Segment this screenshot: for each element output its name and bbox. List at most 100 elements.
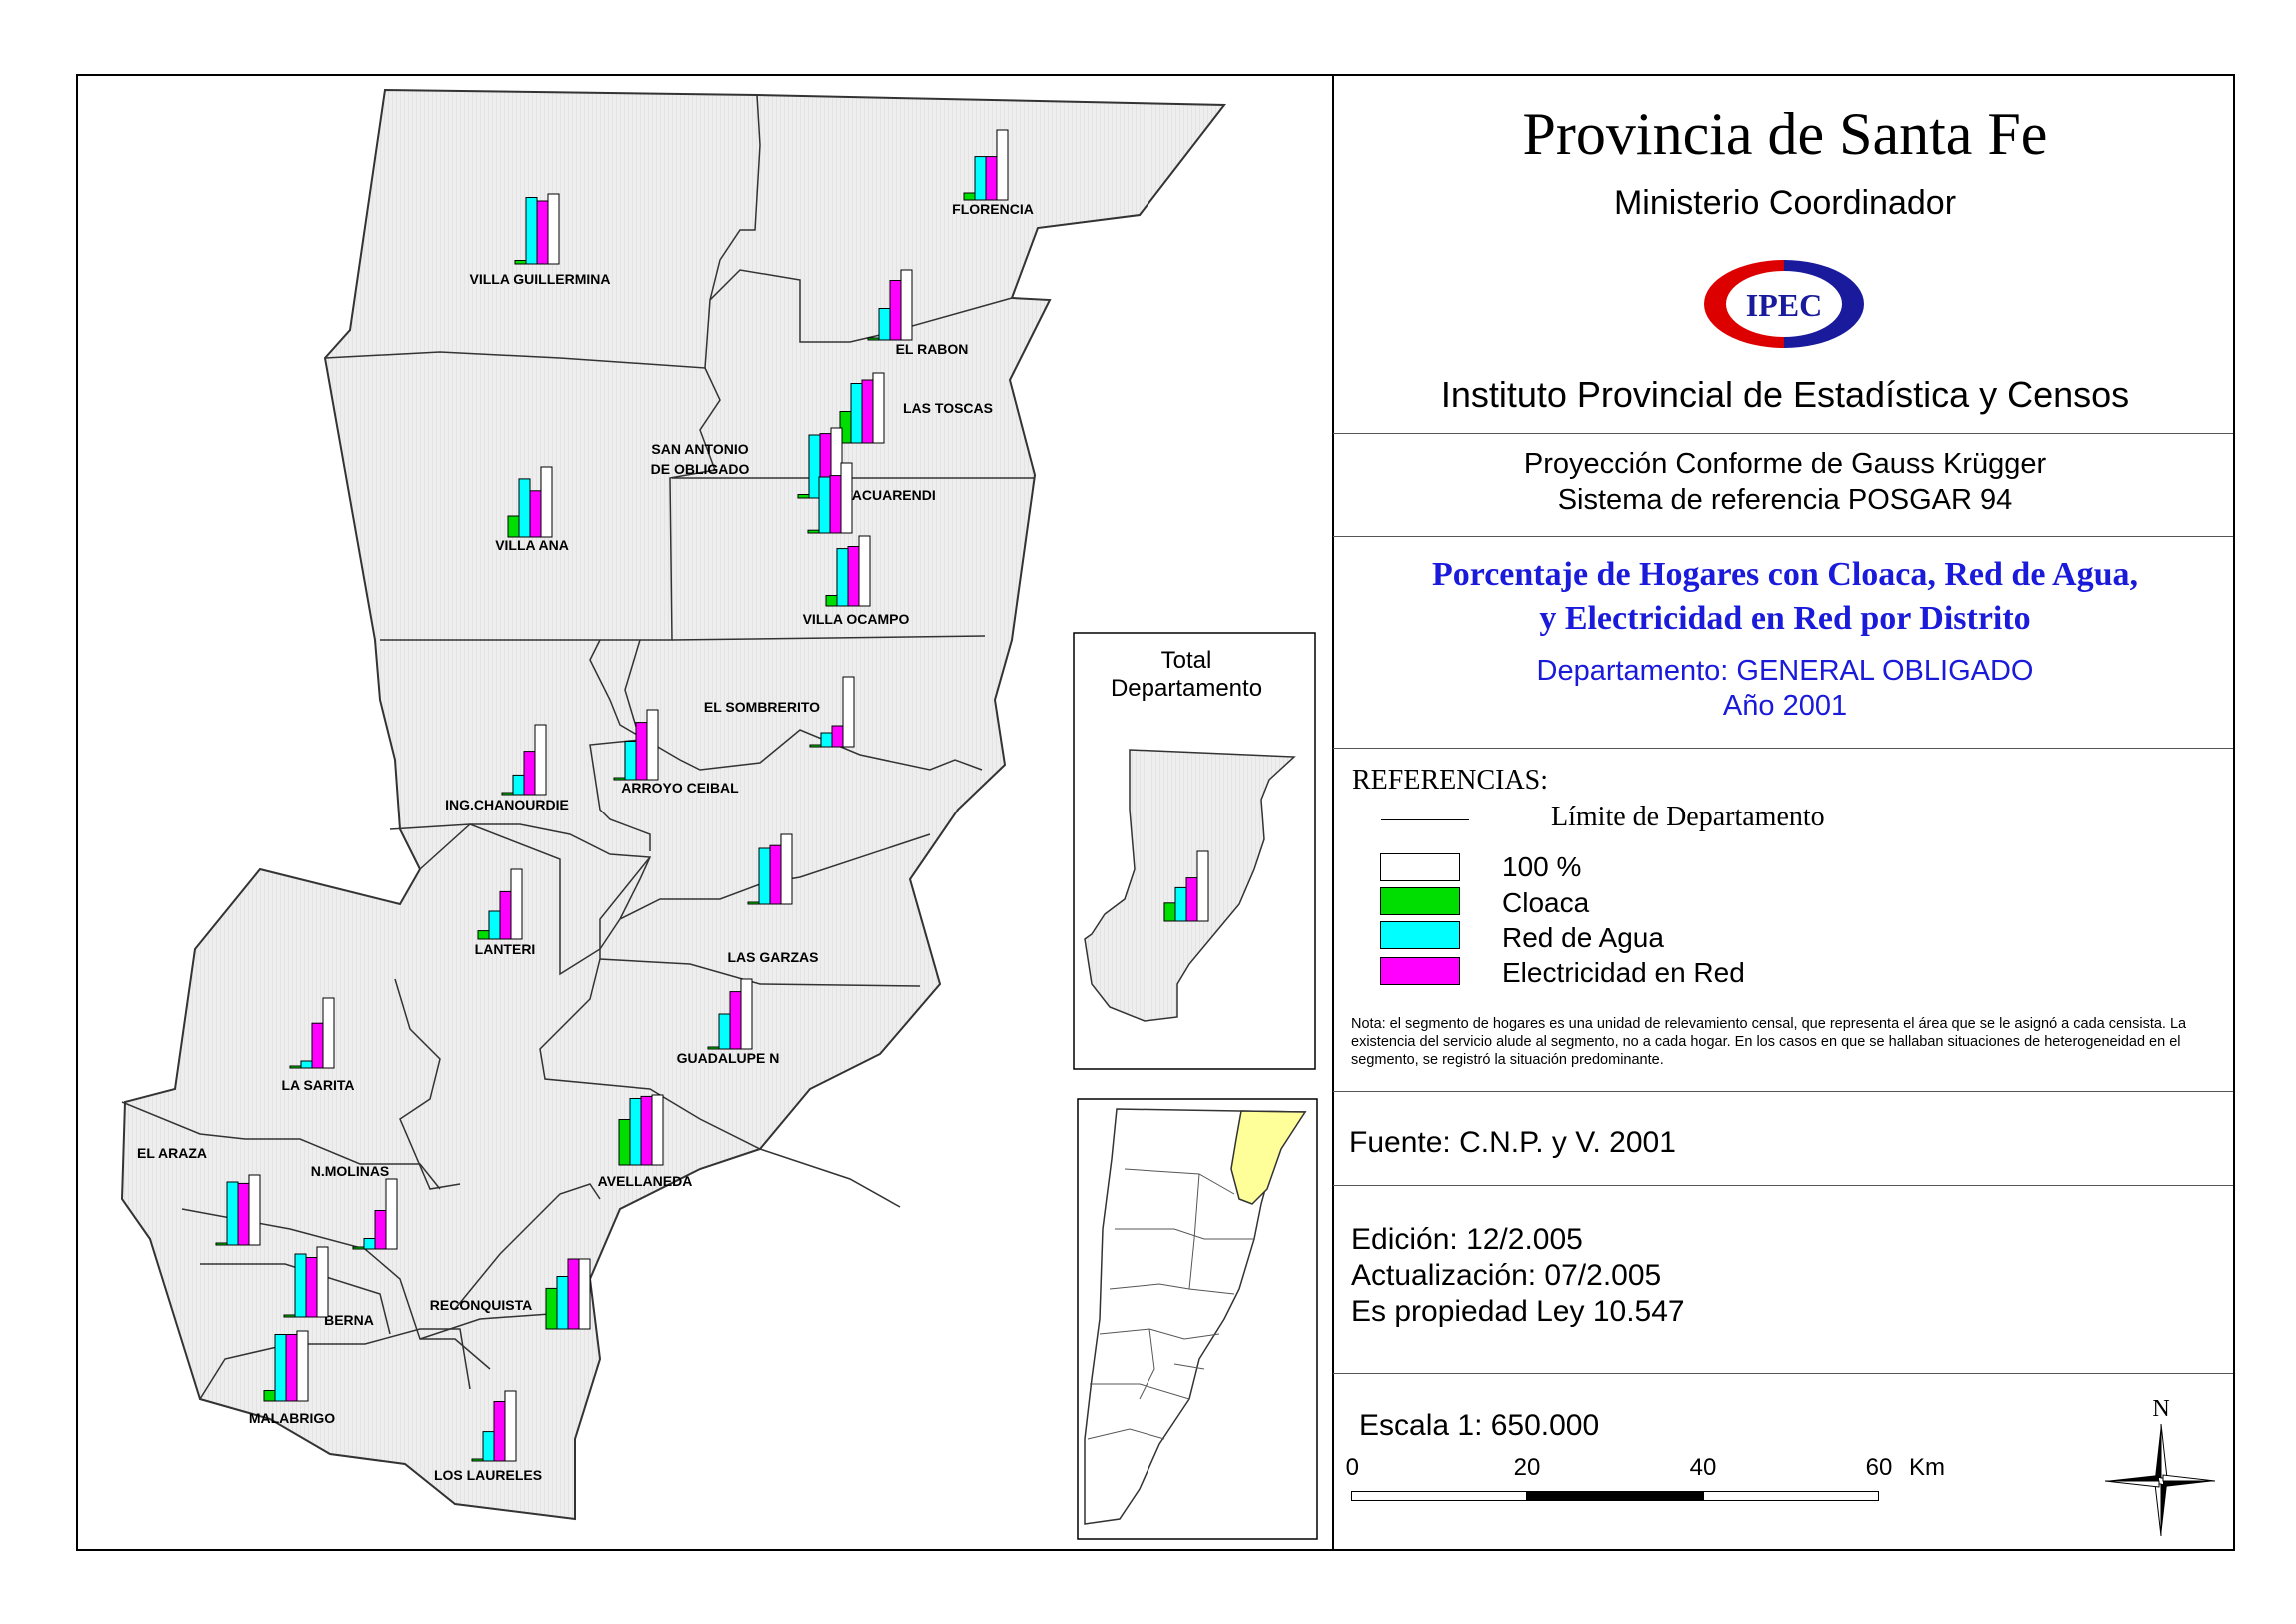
bar-electricidad (536, 200, 549, 265)
bar-total (540, 466, 553, 538)
bar-total (316, 1246, 329, 1318)
projection-line2: Sistema de referencia POSGAR 94 (1557, 484, 2013, 516)
bar-total (534, 724, 547, 796)
bar-total (578, 1258, 591, 1330)
bar-electricidad (237, 1182, 250, 1246)
scale-segment (1527, 1491, 1703, 1501)
total-bar-total (1196, 850, 1209, 922)
bar-cloaca (747, 901, 760, 905)
bar-electricidad (831, 725, 844, 748)
bar-cloaca (514, 260, 527, 265)
bar-total (504, 1390, 517, 1462)
district-label: RECONQUISTA (430, 1297, 532, 1313)
north-point-light (2160, 1423, 2168, 1479)
legend-swatch-agua (1380, 921, 1460, 949)
bar-total (547, 193, 560, 265)
bar-cloaca (618, 1119, 631, 1166)
bar-cloaca (807, 529, 820, 534)
bar-cloaca (809, 744, 822, 748)
source-text: Fuente: C.N.P. y V. 2001 (1349, 1126, 1676, 1159)
legend-label-electricidad: Electricidad en Red (1502, 957, 1745, 988)
bar-electricidad (640, 1095, 653, 1166)
bar-total (651, 1094, 664, 1166)
map-subject-line2: y Electricidad en Red por Distrito (1539, 600, 2031, 637)
district-label: VILLA ANA (495, 537, 569, 553)
bar-total (740, 978, 753, 1050)
bar-agua (974, 156, 987, 201)
district-label: DE OBLIGADO (651, 461, 750, 477)
bar-agua (525, 197, 538, 265)
district-label: LAS TOSCAS (903, 400, 993, 416)
scale-text: Escala 1: 650.000 (1359, 1409, 1600, 1442)
bar-agua (629, 1098, 642, 1166)
bar-agua (820, 732, 833, 748)
scale-segment (1351, 1491, 1527, 1501)
separator (1333, 433, 2233, 434)
bar-electricidad (729, 991, 742, 1050)
district-label: MALABRIGO (249, 1410, 335, 1426)
bar-cloaca (352, 1246, 365, 1250)
scale-tick-label: 60 (1865, 1454, 1893, 1481)
west-point-light (2104, 1480, 2160, 1488)
district-label: N.MOLINAS (311, 1163, 390, 1179)
legend-title: REFERENCIAS: (1352, 765, 1549, 796)
north-label: N (2152, 1396, 2169, 1422)
district-label: ING.CHANOURDIE (445, 797, 569, 812)
bar-cloaca (707, 1046, 720, 1050)
bar-total (322, 997, 335, 1069)
bar-cloaca (545, 1287, 558, 1330)
bar-agua (836, 548, 849, 607)
legend-swatch-electricidad (1380, 957, 1460, 985)
east-point-light (2162, 1474, 2216, 1482)
bar-total (646, 709, 659, 781)
district-label: ARROYO CEIBAL (621, 780, 739, 796)
total-bar-electricidad (1185, 877, 1198, 922)
bar-agua (363, 1238, 376, 1250)
district-label: VILLA GUILLERMINA (469, 271, 610, 287)
map-frame (76, 74, 2235, 1551)
bar-cloaca (507, 515, 520, 538)
bar-electricidad (985, 156, 998, 201)
bar-total (510, 868, 523, 940)
scale-tick-label: 40 (1689, 1454, 1717, 1481)
district-label: AVELLANEDA (598, 1173, 693, 1189)
bar-electricidad (523, 751, 536, 796)
total-bar-cloaca (1163, 902, 1176, 922)
panel-divider (1332, 74, 1334, 1551)
ipec-logo: IPEC (1704, 260, 1864, 348)
district-label: EL SOMBRERITO (704, 699, 820, 715)
bar-total (840, 462, 853, 534)
scale-tick-label: 20 (1513, 1454, 1541, 1481)
update-date: Actualización: 07/2.005 (1351, 1259, 1662, 1292)
district-label: SAN ANTONIO (651, 441, 748, 457)
bar-agua (808, 434, 821, 499)
institute-name: Instituto Provincial de Estadística y Ce… (1440, 374, 2130, 415)
bar-agua (226, 1181, 239, 1246)
scale-bar: 0 20 40 60 Km (1346, 1454, 1945, 1504)
bar-electricidad (861, 379, 874, 444)
district-label: FLORENCIA (952, 201, 1034, 217)
district-bar-charts (215, 129, 1009, 1462)
logo-text: IPEC (1746, 287, 1822, 323)
bar-cloaca (289, 1065, 302, 1069)
bar-agua (850, 383, 863, 444)
bar-electricidad (305, 1257, 318, 1318)
east-point (2163, 1481, 2215, 1487)
bar-agua (294, 1253, 307, 1318)
bar-electricidad (529, 490, 542, 538)
bar-agua (482, 1431, 495, 1462)
inset-total-subtitle: Departamento (1111, 675, 1262, 702)
bar-agua (512, 774, 525, 796)
separator (1333, 1373, 2233, 1374)
bar-agua (518, 478, 531, 538)
highlighted-department (1230, 1110, 1307, 1205)
bar-electricidad (635, 722, 648, 781)
separator (1333, 1091, 2233, 1092)
bar-agua (624, 741, 637, 781)
district-label: LOS LAURELES (434, 1467, 542, 1483)
south-point-light (2154, 1483, 2162, 1537)
legend-swatch-total (1380, 853, 1460, 881)
bar-electricidad (829, 475, 842, 534)
separator (1333, 536, 2233, 537)
